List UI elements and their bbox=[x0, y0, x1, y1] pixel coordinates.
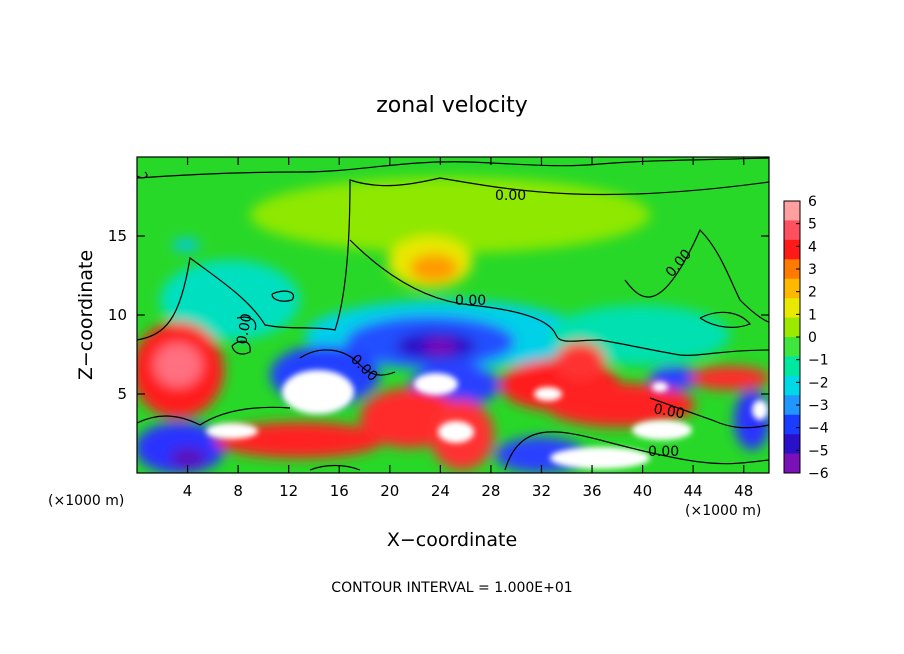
contour-line bbox=[137, 171, 148, 179]
saturated-core bbox=[414, 373, 458, 395]
field-blob bbox=[690, 366, 769, 390]
saturated-core bbox=[282, 370, 354, 414]
contour-label: 0.00 bbox=[495, 188, 526, 204]
field-blob bbox=[734, 390, 769, 450]
contour-line bbox=[599, 339, 769, 356]
contour-line bbox=[137, 157, 769, 179]
colorbar-swatch bbox=[784, 337, 800, 357]
contour-line bbox=[504, 431, 769, 471]
colorbar-swatch bbox=[784, 356, 800, 377]
contour-label: 0.00 bbox=[652, 401, 685, 422]
saturated-core bbox=[752, 400, 768, 420]
saturated-core bbox=[534, 387, 562, 401]
colorbar-swatch bbox=[784, 414, 800, 435]
x-tick-label: 16 bbox=[330, 482, 349, 500]
colorbar-label: −6 bbox=[808, 466, 829, 482]
chart-title: zonal velocity bbox=[376, 93, 528, 118]
x-tick-label: 40 bbox=[633, 482, 652, 500]
colorbar-label: 4 bbox=[808, 239, 817, 255]
x-axis: 4 8 12 16 20 24 28 32 36 40 44 48 bbox=[183, 157, 753, 500]
contour-line bbox=[271, 290, 294, 302]
x-unit-right: (×1000 m) bbox=[685, 503, 761, 519]
colorbar-swatch bbox=[784, 298, 800, 319]
x-tick-label: 20 bbox=[380, 482, 399, 500]
field-blob bbox=[545, 383, 695, 427]
x-tick-label: 8 bbox=[233, 482, 243, 500]
colorbar-swatch bbox=[784, 201, 800, 221]
x-tick-label: 4 bbox=[183, 482, 193, 500]
x-tick-label: 12 bbox=[279, 482, 298, 500]
x-axis-label: X−coordinate bbox=[387, 529, 517, 551]
colorbar-label: −3 bbox=[808, 398, 829, 414]
colorbar-swatch bbox=[784, 259, 800, 280]
saturated-core bbox=[652, 382, 668, 392]
contour-line bbox=[137, 177, 769, 341]
contour-label: 0.00 bbox=[455, 293, 486, 309]
saturated-core bbox=[632, 420, 692, 440]
saturated-core bbox=[206, 423, 258, 439]
colorbar-label: −4 bbox=[808, 421, 829, 437]
contour-label: 0.00 bbox=[648, 444, 679, 460]
contour-line bbox=[699, 311, 751, 328]
field-blob bbox=[172, 239, 200, 251]
colorbar-swatch bbox=[784, 375, 800, 396]
contour-line bbox=[349, 239, 601, 342]
colorbar-label: 3 bbox=[808, 262, 817, 278]
colorbar-label: 2 bbox=[808, 285, 817, 301]
x-tick-label: 44 bbox=[684, 482, 703, 500]
field-blobs bbox=[137, 177, 769, 473]
saturated-core bbox=[438, 421, 474, 443]
colorbar-label: 6 bbox=[808, 194, 817, 210]
colorbar-swatch bbox=[784, 220, 800, 241]
colorbar-swatch bbox=[784, 395, 800, 416]
contour-interval-note: CONTOUR INTERVAL = 1.000E+01 bbox=[331, 580, 572, 596]
field-blob bbox=[170, 448, 206, 468]
contour-line bbox=[624, 228, 769, 323]
x-unit-left: (×1000 m) bbox=[48, 493, 124, 509]
colorbar-label: −2 bbox=[808, 375, 829, 391]
contour-lines bbox=[137, 157, 769, 471]
field-blob bbox=[154, 343, 202, 387]
contour-line bbox=[137, 406, 291, 426]
field-blob bbox=[160, 260, 300, 340]
colorbar-label: 5 bbox=[808, 217, 817, 233]
colorbar-label: 0 bbox=[808, 330, 817, 346]
contour-line bbox=[309, 464, 361, 471]
contour-line bbox=[231, 340, 251, 355]
y-axis-label: Z−coordinate bbox=[75, 250, 97, 380]
colorbar-label: −5 bbox=[808, 443, 829, 459]
x-tick-label: 28 bbox=[481, 482, 500, 500]
x-tick-label: 48 bbox=[734, 482, 753, 500]
colorbar-swatch bbox=[784, 453, 800, 474]
y-tick-label: 5 bbox=[117, 385, 127, 403]
field-blob bbox=[424, 339, 456, 355]
colorbar-swatch bbox=[784, 434, 800, 455]
colorbar-label: −1 bbox=[808, 353, 829, 369]
contour-line bbox=[236, 316, 257, 331]
x-tick-label: 36 bbox=[582, 482, 601, 500]
colorbar-swatch bbox=[784, 317, 800, 338]
x-tick-label: 24 bbox=[431, 482, 450, 500]
colorbar-label: 1 bbox=[808, 307, 817, 323]
colorbar-swatch bbox=[784, 239, 800, 260]
colorbar: 6 5 4 3 2 1 0 −1 −2 −3 −4 −5 −6 bbox=[783, 194, 829, 482]
contour-label: 0.00 bbox=[234, 312, 255, 345]
plot-area: 0.00 0.00 0.00 0.00 0.00 0.00 0.00 bbox=[137, 157, 769, 473]
field-blob bbox=[410, 254, 458, 282]
saturated-core bbox=[550, 447, 650, 469]
contour-line bbox=[299, 349, 396, 376]
field-blob bbox=[555, 342, 605, 382]
contour-line bbox=[649, 397, 769, 429]
colorbar-swatch bbox=[784, 278, 800, 299]
saturated-cores bbox=[206, 370, 768, 469]
y-axis: 5 10 15 bbox=[108, 227, 769, 403]
y-tick-label: 15 bbox=[108, 227, 127, 245]
y-tick-label: 10 bbox=[108, 306, 127, 324]
x-tick-label: 32 bbox=[532, 482, 551, 500]
